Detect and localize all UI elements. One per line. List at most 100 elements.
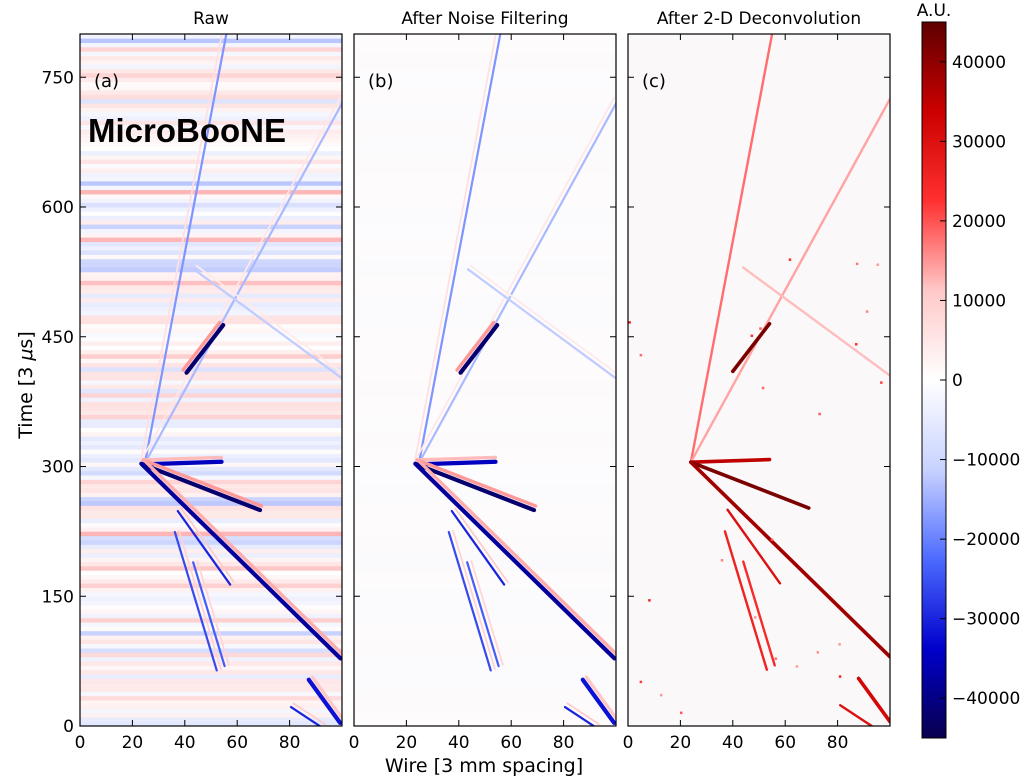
track-positive-short-horizontal	[141, 455, 224, 462]
noise-band	[80, 578, 342, 584]
track-short-horizontal	[689, 457, 772, 464]
speckle	[628, 321, 631, 324]
panel-raw: 0 20 40 60 80 0 150 300 450 600 750 Raw (a) MicroBooN…	[42, 9, 343, 753]
noise-band	[80, 284, 342, 290]
noise-band	[354, 587, 616, 606]
speckle	[795, 665, 799, 668]
noise-band	[80, 306, 342, 312]
noise-band	[80, 700, 342, 705]
colorbar-tick-label: −30000	[952, 610, 1020, 630]
panel-badge: (c)	[642, 71, 666, 92]
noise-band	[80, 384, 342, 390]
noise-band	[80, 150, 342, 156]
noise-band	[80, 687, 342, 692]
track-negative-crossing-track	[192, 268, 342, 379]
noise-band	[80, 319, 342, 325]
heatmap-layer	[628, 34, 890, 726]
noise-band	[80, 639, 342, 645]
noise-band	[354, 34, 616, 52]
noise-band	[80, 695, 342, 701]
noise-band	[80, 505, 342, 511]
x-tick-label: 80	[553, 733, 575, 753]
noise-band	[80, 444, 342, 450]
track-positive-branch-b	[196, 560, 230, 666]
noise-band	[80, 137, 342, 143]
speckle	[838, 643, 841, 646]
noise-band	[354, 604, 616, 623]
panel-deconvolved: 0 20 40 60 80 After 2-D Deconvolution (c)	[623, 9, 891, 753]
noise-band	[80, 721, 342, 726]
microboone-watermark: MicroBooNE	[88, 112, 286, 149]
noise-band	[80, 656, 342, 662]
noise-band	[80, 59, 342, 65]
track-negative-crossing-track	[466, 268, 616, 379]
noise-band	[80, 669, 342, 675]
noise-band	[80, 392, 342, 398]
colorbar-tick-label: 10000	[952, 291, 1006, 311]
noise-band	[80, 587, 342, 593]
noise-band	[80, 380, 342, 385]
noise-band	[80, 77, 342, 82]
speckle	[750, 334, 754, 338]
noise-band	[80, 258, 342, 264]
noise-band	[354, 362, 616, 381]
heatmap-layer	[354, 34, 616, 726]
noise-band	[80, 163, 342, 169]
noise-band	[80, 371, 342, 377]
track-positive-bottom-right	[310, 675, 342, 721]
noise-band	[80, 626, 342, 632]
speckle	[648, 599, 651, 602]
noise-band	[354, 172, 616, 191]
noise-band	[80, 661, 342, 666]
track-branch-a	[723, 530, 769, 671]
y-tick-label: 450	[42, 328, 74, 348]
noise-band	[80, 289, 342, 294]
x-tick-label: 40	[174, 733, 196, 753]
noise-band	[80, 708, 342, 714]
noise-band	[80, 323, 342, 329]
noise-band	[80, 345, 342, 351]
noise-band	[80, 142, 342, 147]
colorbar-tick-label: 20000	[952, 212, 1006, 232]
speckle	[659, 693, 663, 697]
noise-band	[354, 137, 616, 156]
noise-band	[80, 155, 342, 160]
noise-band	[80, 219, 342, 225]
noise-band	[80, 202, 342, 208]
noise-band	[80, 440, 342, 446]
noise-band	[354, 535, 616, 554]
y-tick-label: 300	[42, 458, 74, 478]
heatmap-layer	[80, 34, 342, 726]
noise-band	[80, 146, 342, 152]
noise-band	[80, 302, 342, 307]
noise-band	[80, 418, 342, 424]
track-negative-vertex-to-upper-left	[143, 34, 228, 464]
noise-band	[80, 103, 342, 108]
noise-band	[80, 315, 342, 320]
noise-band	[354, 397, 616, 415]
noise-band	[80, 98, 342, 104]
noise-band	[80, 362, 342, 368]
track-negative-bottom-right-2	[289, 705, 322, 726]
x-tick-label: 20	[396, 733, 418, 753]
noise-band	[80, 466, 342, 472]
noise-band	[80, 501, 342, 506]
track-negative-vertex-to-upper-right	[143, 101, 342, 465]
noise-band	[80, 375, 342, 381]
noise-band	[80, 263, 342, 268]
noise-band	[80, 267, 342, 273]
noise-band	[80, 185, 342, 191]
x-tick-label: 80	[827, 733, 849, 753]
track-delta-ray	[726, 508, 782, 585]
noise-band	[354, 189, 616, 208]
noise-band	[80, 613, 342, 619]
colorbar-tick-label: −10000	[952, 451, 1020, 471]
noise-band	[80, 540, 342, 545]
noise-band	[354, 224, 616, 242]
noise-band	[80, 241, 342, 247]
track-positive-branch-a	[178, 529, 222, 671]
noise-band	[354, 345, 616, 364]
track-bottom-right	[856, 676, 890, 724]
track-positive-vertex-to-upper-right	[414, 96, 615, 462]
noise-band	[80, 479, 342, 485]
